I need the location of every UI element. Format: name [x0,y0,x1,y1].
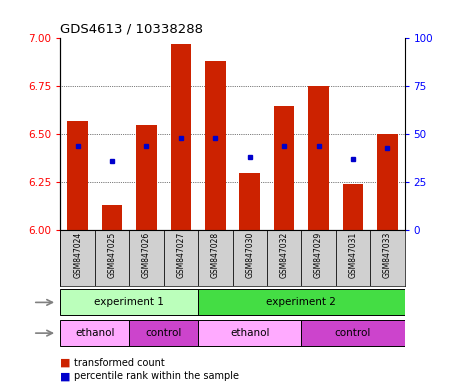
Bar [198,290,405,315]
Bar [171,44,191,230]
Bar [60,320,129,346]
Text: GSM847027: GSM847027 [176,232,186,278]
Text: experiment 2: experiment 2 [266,297,336,308]
Text: GSM847032: GSM847032 [279,232,289,278]
Bar [102,205,122,230]
Bar [308,86,329,230]
Bar [205,61,226,230]
Text: GSM847028: GSM847028 [211,232,220,278]
Bar [129,230,164,286]
Text: control: control [335,328,371,338]
Text: GSM847029: GSM847029 [314,232,323,278]
Bar [232,230,267,286]
Text: GSM847024: GSM847024 [73,232,82,278]
Text: transformed count: transformed count [74,358,165,368]
Text: GSM847025: GSM847025 [107,232,117,278]
Text: percentile rank within the sample: percentile rank within the sample [74,371,239,381]
Bar [60,290,198,315]
Bar [274,106,294,230]
Text: experiment 1: experiment 1 [94,297,164,308]
Bar [164,230,198,286]
Text: GDS4613 / 10338288: GDS4613 / 10338288 [60,23,204,36]
Bar [136,125,157,230]
Text: GSM847030: GSM847030 [245,232,254,278]
Bar [301,320,405,346]
Bar [301,230,336,286]
Bar [198,230,232,286]
Bar [377,134,398,230]
Bar [129,320,198,346]
Text: control: control [146,328,182,338]
Text: GSM847033: GSM847033 [383,232,392,278]
Text: GSM847026: GSM847026 [142,232,151,278]
Text: ethanol: ethanol [75,328,114,338]
Text: ethanol: ethanol [230,328,269,338]
Bar [95,230,129,286]
Bar [239,173,260,230]
Text: ■: ■ [60,358,71,368]
Bar [67,121,88,230]
Bar [336,230,370,286]
Bar [343,184,363,230]
Bar [267,230,301,286]
Bar [370,230,405,286]
Bar [60,230,95,286]
Text: GSM847031: GSM847031 [348,232,358,278]
Bar [198,320,301,346]
Text: ■: ■ [60,371,71,381]
